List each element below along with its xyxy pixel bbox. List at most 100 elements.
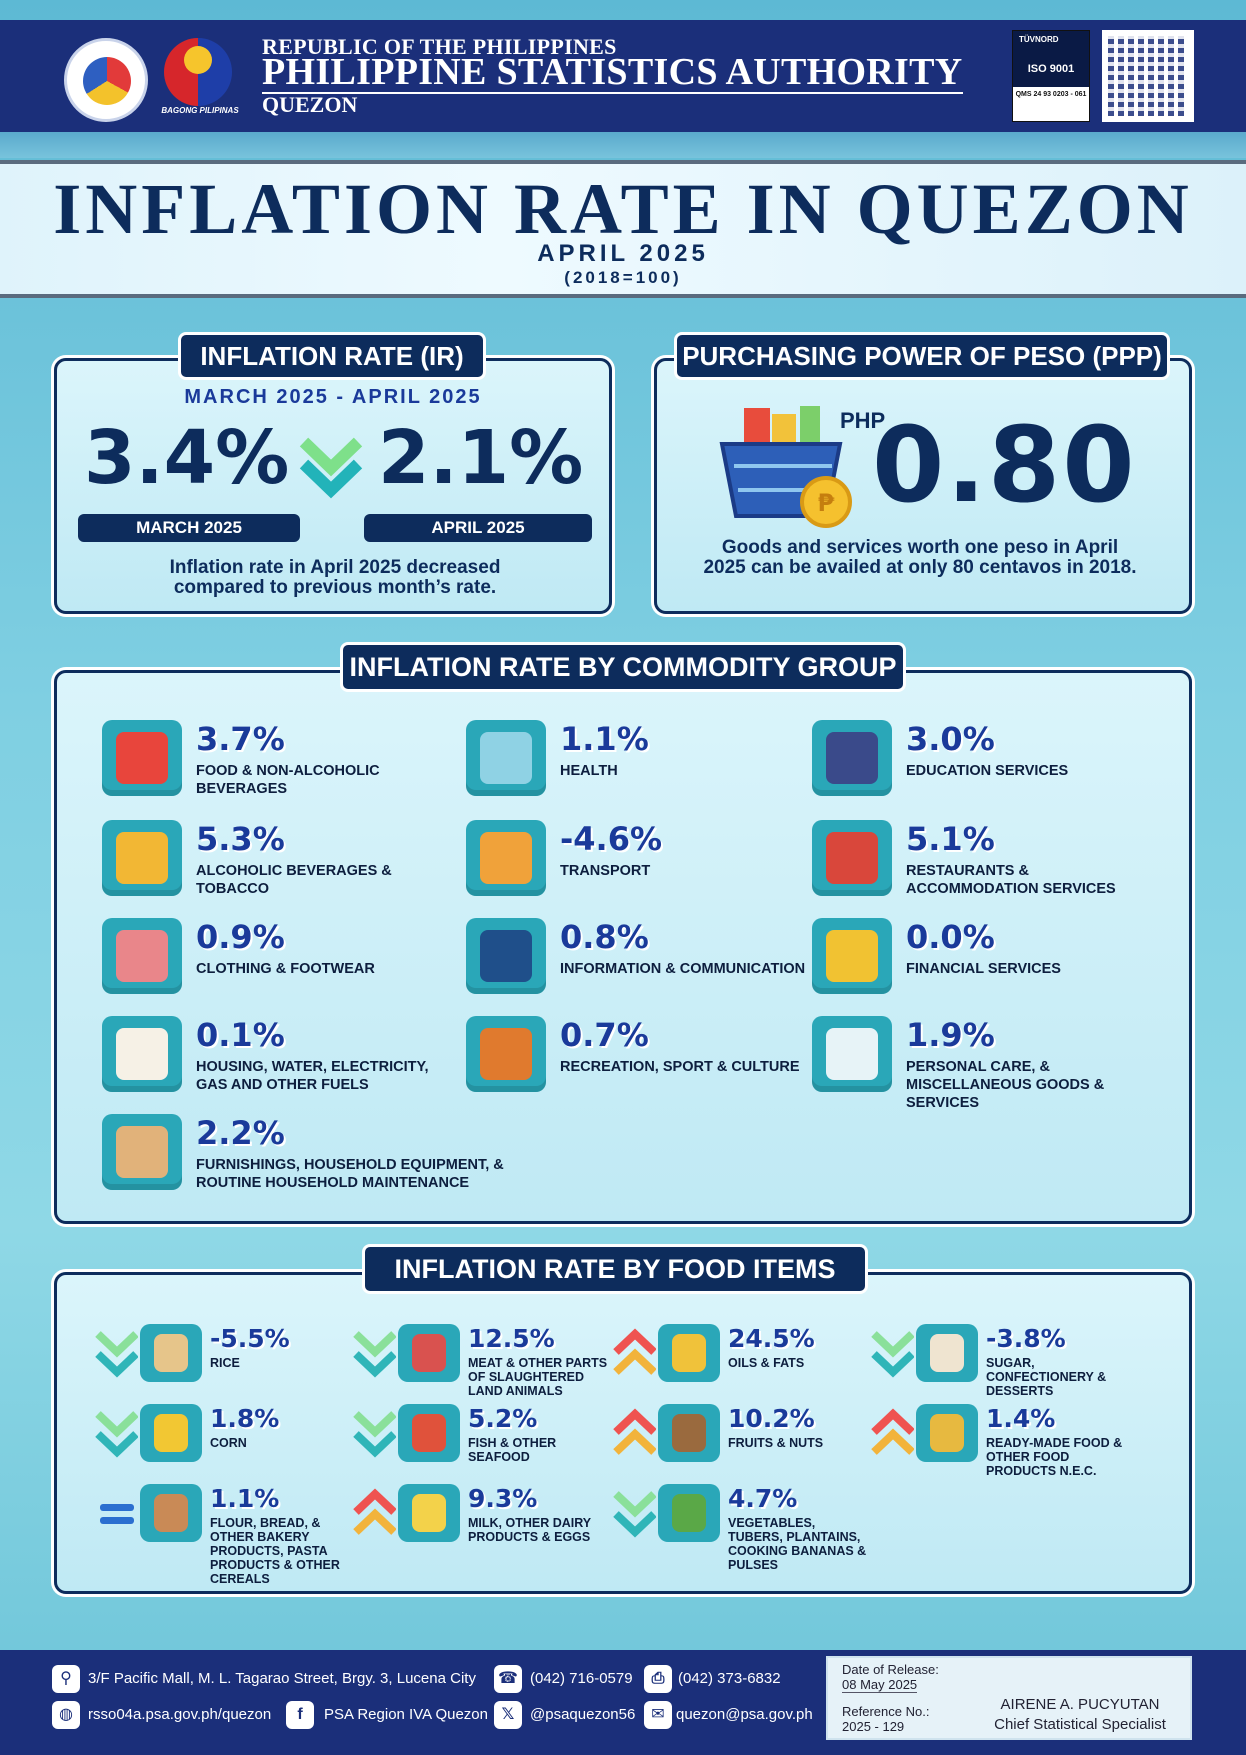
ppp-note: Goods and services worth one peso in Apr… — [703, 537, 1137, 578]
food-label: VEGETABLES, TUBERS, PLANTAINS, COOKING B… — [728, 1516, 867, 1572]
food-label: READY-MADE FOOD & OTHER FOOD PRODUCTS N.… — [986, 1436, 1123, 1478]
qr-code[interactable] — [1102, 30, 1194, 122]
svg-text:₱: ₱ — [818, 489, 835, 517]
ir-april-label: APRIL 2025 — [364, 514, 592, 542]
food-label: MEAT & OTHER PARTS OF SLAUGHTERED LAND A… — [468, 1356, 608, 1398]
footer-x[interactable]: @psaquezon56 — [530, 1706, 636, 1723]
fax-icon: ⎙ — [644, 1665, 672, 1693]
iso-cert: QMS 24 93 0203 - 061 — [1015, 91, 1087, 98]
commodity-label: FOOD & NON-ALCOHOLIC BEVERAGES — [196, 763, 380, 797]
decrease-arrow-icon — [95, 1331, 138, 1378]
food-icon-fill — [930, 1334, 964, 1372]
facebook-icon: f — [286, 1701, 314, 1729]
increase-arrow-icon — [353, 1488, 396, 1535]
commodity-icon-box — [102, 820, 182, 896]
food-label: FISH & OTHER SEAFOOD — [468, 1436, 557, 1464]
food-value: 5.2% — [468, 1404, 538, 1433]
basket-icon — [116, 732, 168, 784]
decrease-arrow-icon — [613, 1491, 656, 1538]
jeepney-icon — [480, 832, 532, 884]
release-label: Date of Release: — [842, 1662, 939, 1677]
commodity-icon-box — [812, 720, 892, 796]
food-value: 24.5% — [728, 1324, 815, 1353]
commodity-value: 3.7% — [196, 720, 285, 758]
decrease-arrow-icon — [353, 1411, 396, 1458]
ppp-tab: PURCHASING POWER OF PESO (PPP) — [674, 332, 1170, 380]
decrease-arrow-icon — [871, 1331, 914, 1378]
decrease-arrow-icon — [299, 437, 363, 499]
books-icon — [826, 732, 878, 784]
ppp-currency: PHP — [840, 408, 886, 433]
coins-icon — [826, 930, 878, 982]
commodity-label: RECREATION, SPORT & CULTURE — [560, 1059, 800, 1075]
page-period: APRIL 2025 — [537, 240, 709, 267]
food-panel — [54, 1272, 1192, 1594]
clothing-icon — [116, 930, 168, 982]
ir-range: MARCH 2025 - APRIL 2025 — [184, 386, 482, 408]
x-icon: 𝕏 — [494, 1701, 522, 1729]
commodity-icon-box — [466, 1016, 546, 1092]
signatory-name: AIRENE A. PUCYUTAN — [1000, 1696, 1160, 1713]
email-icon: ✉ — [644, 1701, 672, 1729]
commodity-icon-box — [812, 1016, 892, 1092]
page-title: INFLATION RATE IN QUEZON — [53, 169, 1193, 249]
footer-website[interactable]: rsso04a.psa.gov.ph/quezon — [88, 1706, 272, 1723]
commodity-label: INFORMATION & COMMUNICATION — [560, 961, 806, 977]
commodity-label: HOUSING, WATER, ELECTRICITY, GAS AND OTH… — [196, 1059, 429, 1093]
shopping-basket-icon: ₱ — [719, 406, 852, 528]
location-icon: ⚲ — [52, 1665, 80, 1693]
food-icon-fill — [930, 1414, 964, 1452]
commodity-value: 2.2% — [196, 1114, 285, 1152]
header-line1: REPUBLIC OF THE PHILIPPINES — [262, 34, 617, 59]
decrease-arrow-icon — [95, 1411, 138, 1458]
rice-sack-icon — [140, 1324, 202, 1382]
food-icon-fill — [412, 1494, 446, 1532]
commodity-value: 0.9% — [196, 918, 285, 956]
commodity-icon-box — [466, 720, 546, 796]
commodity-label: ALCOHOLIC BEVERAGES & TOBACCO — [196, 863, 392, 897]
food-label: MILK, OTHER DAIRY PRODUCTS & EGGS — [468, 1516, 591, 1544]
food-label: FLOUR, BREAD, & OTHER BAKERY PRODUCTS, P… — [210, 1516, 340, 1586]
ref-number: 2025 - 129 — [842, 1719, 905, 1734]
commodity-value: 5.1% — [906, 820, 995, 858]
release-box — [826, 1656, 1192, 1740]
food-value: -3.8% — [986, 1324, 1066, 1353]
commodity-label: FINANCIAL SERVICES — [906, 961, 1061, 977]
commodity-label: CLOTHING & FOOTWEAR — [196, 961, 375, 977]
footer-facebook[interactable]: PSA Region IVA Quezon — [324, 1706, 488, 1723]
iso-main: ISO 9001 — [1027, 63, 1075, 75]
antenna-icon — [480, 930, 532, 982]
commodity-label: FURNISHINGS, HOUSEHOLD EQUIPMENT, & ROUT… — [196, 1157, 504, 1191]
footer-phone[interactable]: (042) 716-0579 — [530, 1670, 633, 1687]
commodity-value: 0.1% — [196, 1016, 285, 1054]
bagong-pilipinas-label: BAGONG PILIPINAS — [161, 106, 239, 115]
iso-badge: ISO 9001 QMS 24 93 0203 - 061 TÜVNORD — [1012, 30, 1090, 122]
signatory-position: Chief Statistical Specialist — [994, 1716, 1166, 1733]
commodity-label: HEALTH — [560, 763, 618, 779]
commodity-label: RESTAURANTS & ACCOMMODATION SERVICES — [906, 863, 1116, 897]
food-label: RICE — [210, 1356, 240, 1370]
footer-email[interactable]: quezon@psa.gov.ph — [676, 1706, 813, 1723]
commodity-panel — [54, 670, 1192, 1224]
ir-tab: INFLATION RATE (IR) — [178, 332, 486, 380]
page-base-year: (2018=100) — [564, 268, 682, 287]
food-value: 9.3% — [468, 1484, 538, 1513]
ir-note: Inflation rate in April 2025 decreased c… — [169, 557, 501, 598]
commodity-label: TRANSPORT — [560, 863, 651, 879]
food-icon-fill — [412, 1414, 446, 1452]
iso-top: TÜVNORD — [1019, 35, 1059, 44]
equal-icon — [100, 1504, 134, 1524]
bagong-pilipinas-logo — [160, 38, 238, 108]
commodity-value: 0.0% — [906, 918, 995, 956]
commodity-value: 0.8% — [560, 918, 649, 956]
footer-fax[interactable]: (042) 373-6832 — [678, 1670, 781, 1687]
increase-arrow-icon — [613, 1408, 656, 1455]
phone-icon: ☎ — [494, 1665, 522, 1693]
food-icon-fill — [154, 1334, 188, 1372]
beer-icon — [116, 832, 168, 884]
food-value: 1.1% — [210, 1484, 280, 1513]
ir-march-value: 3.4% — [84, 415, 290, 501]
food-icon-fill — [154, 1414, 188, 1452]
food-value: -5.5% — [210, 1324, 290, 1353]
food-label: SUGAR, CONFECTIONERY & DESSERTS — [986, 1356, 1107, 1398]
